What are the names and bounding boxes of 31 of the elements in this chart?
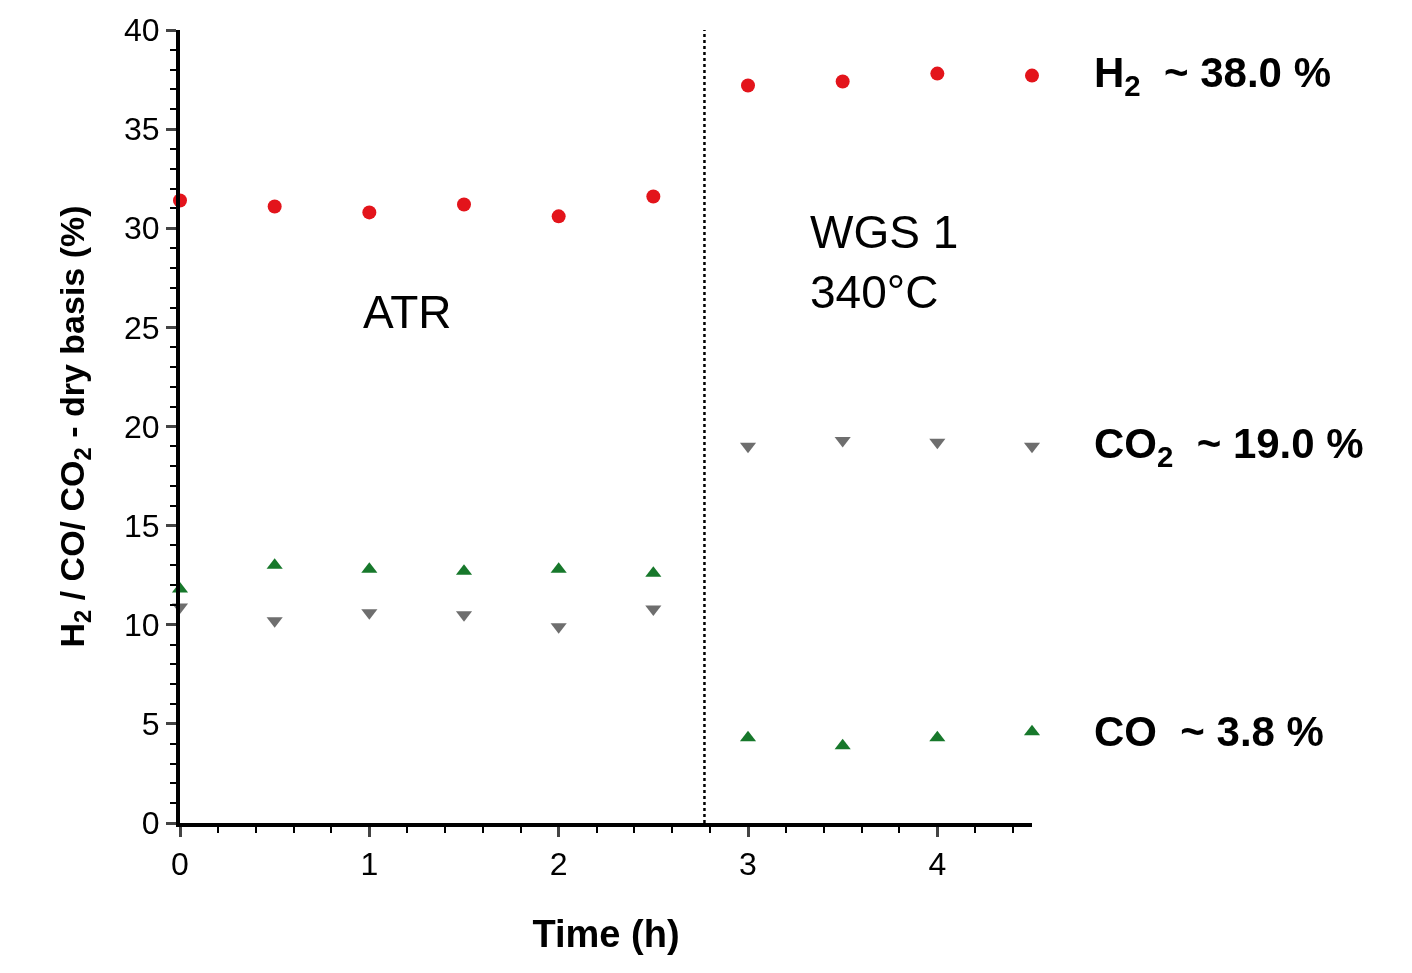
y-tick-label: 35 xyxy=(124,111,160,148)
x-tick-label: 3 xyxy=(739,846,757,883)
annotation: ATR xyxy=(363,286,452,338)
x-tick-label: 4 xyxy=(928,846,947,883)
point xyxy=(929,730,946,742)
point xyxy=(646,189,661,204)
point xyxy=(741,78,755,93)
x-tick-label: 2 xyxy=(549,846,568,883)
series-label: H$_{2}$ ~ 38.0 % xyxy=(1094,49,1331,102)
x-tick-label: 0 xyxy=(171,846,189,883)
annotation: WGS 1 340°C xyxy=(810,206,959,318)
y-tick-label: 40 xyxy=(124,12,160,49)
series-label: CO$_{2}$ ~ 19.0 % xyxy=(1094,420,1364,473)
point xyxy=(362,205,377,220)
y-tick-label: 0 xyxy=(141,805,160,842)
x-axis-title: Time (h) xyxy=(532,913,680,955)
point xyxy=(267,199,282,214)
point xyxy=(930,66,945,81)
y-tick-label: 25 xyxy=(124,309,160,346)
series-label: CO ~ 3.8 % xyxy=(1094,708,1324,755)
x-tick-label: 1 xyxy=(360,846,379,883)
point xyxy=(834,738,851,750)
y-tick-label: 10 xyxy=(124,606,160,643)
y-tick-label: 15 xyxy=(124,507,160,544)
y-tick-label: 30 xyxy=(124,210,160,247)
point xyxy=(551,209,566,224)
point xyxy=(457,197,471,212)
y-tick-label: 5 xyxy=(141,706,160,743)
y-tick-label: 20 xyxy=(124,408,160,445)
point xyxy=(1025,68,1039,83)
point xyxy=(835,74,850,89)
